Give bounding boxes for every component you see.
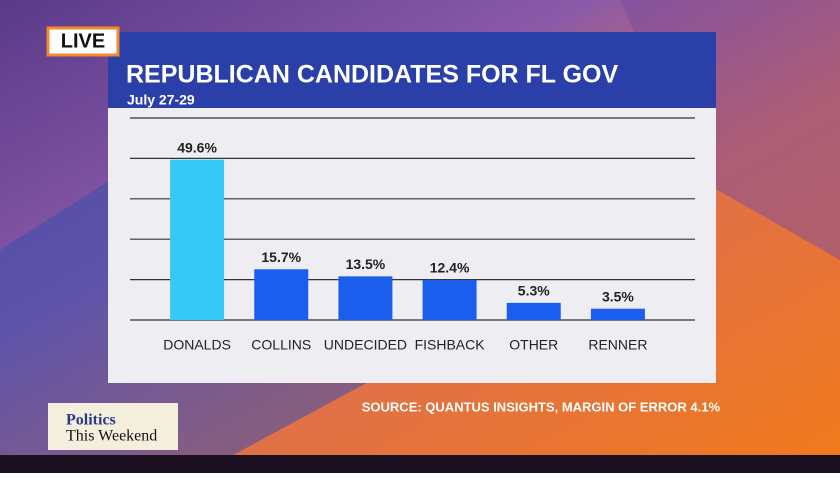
bar (338, 276, 393, 320)
value-label: 12.4% (430, 260, 470, 276)
bar (170, 159, 225, 320)
value-label: 3.5% (602, 288, 634, 304)
x-tick-label: UNDECIDED (324, 337, 407, 353)
value-label: 13.5% (346, 256, 386, 272)
bar (590, 308, 645, 320)
x-tick-label: COLLINS (251, 337, 311, 353)
show-badge (48, 403, 178, 450)
bar (506, 302, 561, 320)
live-badge (46, 26, 120, 57)
show-name: This Weekend (66, 428, 157, 445)
x-tick-label: OTHER (509, 337, 558, 353)
live-label: LIVE (61, 30, 105, 52)
chart-title: REPUBLICAN CANDIDATES FOR FL GOV (126, 61, 618, 89)
header-bar (108, 32, 716, 108)
source-note: SOURCE: QUANTUS INSIGHTS, MARGIN OF ERRO… (362, 399, 721, 414)
x-tick-label: RENNER (588, 337, 647, 353)
x-tick-label: FISHBACK (415, 337, 486, 353)
bar (254, 269, 309, 320)
show-name: Politics (66, 412, 116, 429)
value-label: 49.6% (177, 139, 217, 155)
floor (0, 455, 840, 473)
bar (422, 279, 477, 320)
x-tick-label: DONALDS (163, 337, 231, 353)
value-label: 5.3% (518, 283, 550, 299)
chart-subtitle: July 27-29 (127, 92, 195, 108)
value-label: 15.7% (261, 249, 301, 265)
